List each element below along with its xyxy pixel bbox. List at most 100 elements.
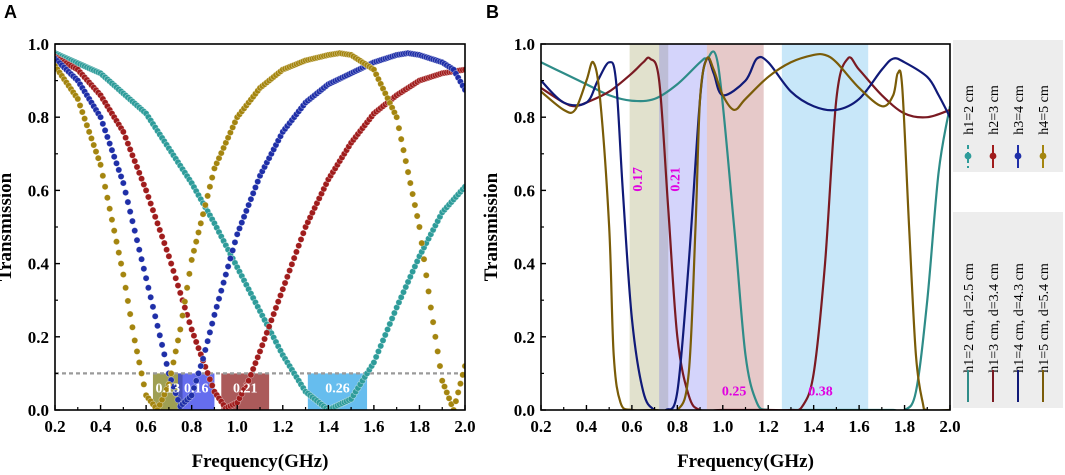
series-3-point xyxy=(409,190,417,198)
series-2-point xyxy=(119,179,127,187)
band-0-label: 0.17 xyxy=(631,167,646,192)
x-tick-label: 1.8 xyxy=(409,417,430,436)
x-tick-label: 1.0 xyxy=(712,417,733,436)
legend-top-entry: h2=3 cm xyxy=(987,85,1002,135)
series-2-point xyxy=(133,236,141,244)
series-2-point xyxy=(174,396,182,404)
series-2-point xyxy=(249,189,257,197)
series-2-point xyxy=(188,391,196,399)
series-1-point xyxy=(156,226,164,234)
series-3-point xyxy=(90,141,98,149)
series-1-point xyxy=(172,274,180,282)
series-3-point xyxy=(206,183,214,191)
series-3-point xyxy=(117,260,125,267)
series-2-point xyxy=(217,287,225,295)
y-tick-label: 0.2 xyxy=(514,328,535,347)
series-2-point xyxy=(199,355,207,363)
series-2-point xyxy=(245,201,253,209)
series-3-point xyxy=(94,154,102,162)
chart-panel-b: 0.17 0.21 0.25 0.38 0.2 0.4 0.6 0.8 1.0 1.2 1.4 1.6… xyxy=(481,35,961,472)
series-1-point xyxy=(133,163,141,171)
series-2-point xyxy=(99,120,107,128)
series-3-point xyxy=(174,337,182,344)
band-3-label: 0.26 xyxy=(325,381,350,396)
series-3-point xyxy=(402,157,410,165)
y-axis-title: Transmission xyxy=(481,172,502,281)
series-3-point xyxy=(108,216,116,224)
series-2-point xyxy=(197,362,205,370)
series-2-point xyxy=(144,284,152,292)
legend-bottom-entry: h1=2 cm, d=2.5 cm xyxy=(962,263,977,373)
series-3-point xyxy=(195,229,202,236)
band-1-label: 0.16 xyxy=(184,381,209,396)
series-3-point xyxy=(81,115,89,123)
series-1-point xyxy=(119,128,127,136)
y-tick-label: 0.0 xyxy=(28,401,49,420)
series-1-point xyxy=(299,229,307,237)
series-1-point xyxy=(295,242,303,250)
series-2-point xyxy=(236,225,243,232)
series-2-point xyxy=(156,331,164,339)
series-1-point xyxy=(154,219,161,227)
series-3-point xyxy=(170,359,177,366)
x-tick-label: 1.6 xyxy=(848,417,869,436)
series-2-point xyxy=(213,303,221,311)
series-3-point xyxy=(397,135,405,143)
series-3 xyxy=(55,49,465,410)
series-2-point xyxy=(110,153,118,161)
x-tick-label: 1.4 xyxy=(318,417,340,436)
series-1-point xyxy=(279,285,287,293)
series-2-point xyxy=(117,173,125,180)
series-1-point xyxy=(265,323,273,330)
series-3-point xyxy=(422,271,430,279)
series-3-point xyxy=(413,212,421,220)
series-2-point xyxy=(103,133,111,141)
series-1-point xyxy=(195,344,202,352)
series-1-point xyxy=(297,236,305,243)
series-1-point xyxy=(283,273,291,281)
series-1-point xyxy=(174,282,182,289)
x-tick-label: 1.4 xyxy=(803,417,825,436)
y-tick-label: 1.0 xyxy=(28,35,49,54)
series-2-point xyxy=(211,311,218,319)
series-1-point xyxy=(290,254,298,262)
series-3-point xyxy=(427,304,435,311)
y-tick-label: 0.4 xyxy=(28,255,50,274)
series-3-point xyxy=(393,113,401,121)
series-3-point xyxy=(185,270,193,278)
series-2-point xyxy=(129,217,136,225)
series-3-point xyxy=(101,183,109,191)
series-1-point xyxy=(252,359,259,367)
y-tick-label: 0.8 xyxy=(514,108,535,127)
series-2-point xyxy=(226,255,234,262)
x-tick-label: 0.4 xyxy=(576,417,598,436)
x-axis-title: Frequency(GHz) xyxy=(192,451,329,472)
series-1-point xyxy=(272,304,280,312)
legend-top-marker xyxy=(989,152,997,160)
series-3-line xyxy=(541,52,950,410)
y-tick-label: 0.6 xyxy=(514,181,535,200)
series-1-point xyxy=(270,310,278,318)
series-3-point xyxy=(183,284,191,292)
x-tick-label: 1.0 xyxy=(227,417,248,436)
series-1-point xyxy=(263,329,271,337)
series-0 xyxy=(55,49,465,410)
panel-b-label: B xyxy=(486,2,499,22)
series-3-point xyxy=(126,310,134,318)
series-1-point xyxy=(176,289,184,297)
y-tick-label: 1.0 xyxy=(514,35,535,54)
x-tick-label: 0.8 xyxy=(667,417,688,436)
series-3-point xyxy=(106,205,114,213)
band-0-label: 0.13 xyxy=(156,381,181,396)
series-3-point xyxy=(425,288,432,295)
series-2-point xyxy=(140,265,148,273)
series-3-point xyxy=(418,239,426,247)
series-1-point xyxy=(135,169,143,177)
series-1-point xyxy=(124,140,132,147)
series-1-point xyxy=(293,248,300,256)
series-1-point xyxy=(261,335,268,343)
y-tick-label: 0.8 xyxy=(28,108,49,127)
series-3-point xyxy=(459,371,465,379)
series-3-point xyxy=(88,135,95,142)
series-2-point xyxy=(147,293,155,301)
